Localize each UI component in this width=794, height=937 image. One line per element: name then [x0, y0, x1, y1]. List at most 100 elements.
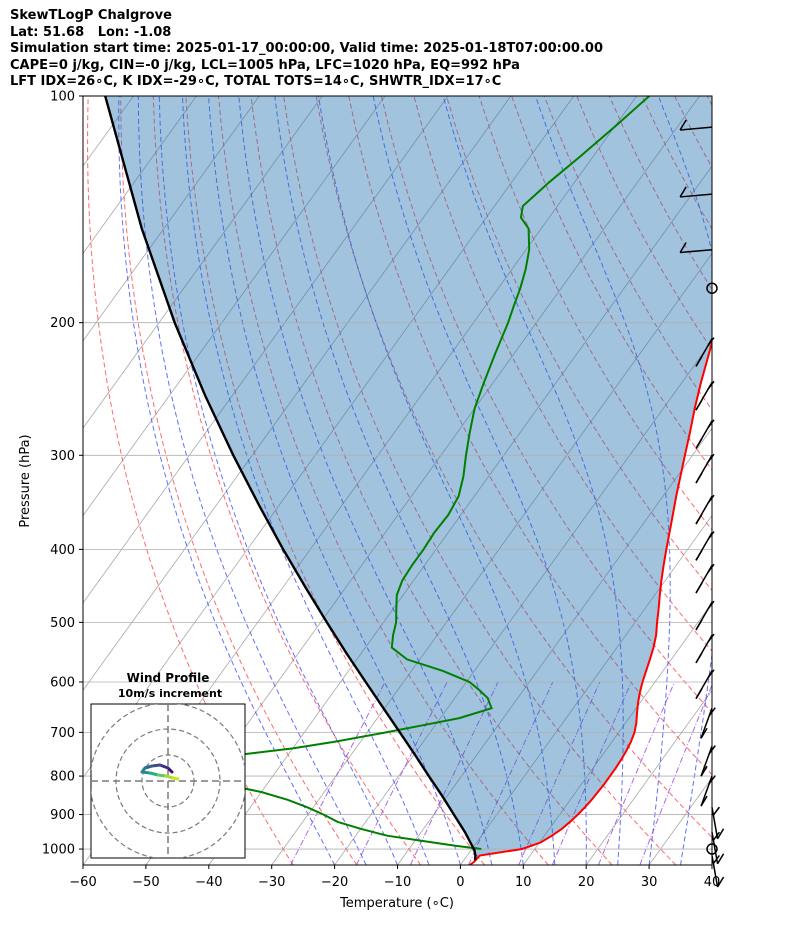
wind-barb-flag [679, 119, 687, 131]
isotherm-line [83, 96, 512, 691]
moist-adiabat-line [137, 96, 367, 865]
wind-barb [695, 669, 715, 699]
profiles [104, 96, 712, 865]
hodograph-inset: Wind Profile 10m/s increment [90, 671, 246, 859]
dry-adiabat-line [315, 96, 712, 839]
wind-barb-flag [707, 419, 715, 429]
y-tick-label: 1000 [42, 843, 75, 858]
wind-barb [695, 419, 715, 449]
wind-barb-staff [680, 193, 713, 198]
wind-barb-flag [707, 669, 715, 679]
wind-barb-flag [695, 513, 703, 525]
isotherm-line [83, 96, 386, 517]
header-line-times: Simulation start time: 2025-01-17_00:00:… [10, 41, 603, 57]
wind-barb-flag [708, 775, 716, 785]
wind-barb-flag [708, 745, 716, 755]
dry-adiabat-line [87, 96, 294, 865]
wind-barb-flag [707, 633, 715, 643]
isotherm-line [0, 96, 8, 865]
wind-barb [695, 453, 715, 484]
moist-adiabat-line [158, 96, 398, 865]
wind-barb [700, 775, 716, 807]
wind-barb-calm [706, 282, 718, 294]
mixing-ratio-line [639, 683, 712, 865]
wind-barb [695, 633, 715, 664]
wind-barb [700, 707, 716, 739]
wind-barb-flag [707, 563, 715, 573]
hodograph-trace [171, 776, 180, 781]
x-tick-label: −60 [69, 875, 96, 890]
mixing-ratio-line [551, 681, 632, 865]
wind-barb-flag [695, 549, 703, 561]
moist-adiabat-line [372, 96, 587, 865]
wind-barb-staff [700, 745, 713, 777]
header-line-station: SkewTLogP Chalgrove [10, 8, 172, 23]
wind-barb-flag [695, 688, 703, 699]
wind-barbs [679, 119, 725, 888]
mixing-ratio-line [290, 681, 386, 865]
reference-lines [0, 96, 794, 865]
x-tick-label: −40 [195, 875, 222, 890]
dry-adiabat-line [120, 96, 358, 865]
wind-barb-flag [716, 876, 725, 888]
isotherm-line [83, 96, 260, 342]
wind-barb-flag [695, 472, 703, 484]
dry-adiabat-line [478, 96, 712, 531]
wind-barb-staff [680, 248, 713, 254]
y-tick-label: 400 [50, 543, 75, 558]
moist-adiabat-line [442, 96, 624, 865]
moist-adiabat-line [318, 96, 556, 865]
header-line-cape: CAPE=0 j/kg, CIN=-0 j/kg, LCL=1005 hPa, … [10, 57, 520, 73]
wind-barb-staff [711, 855, 719, 888]
isotherm-line [522, 602, 712, 865]
isotherm-line [460, 514, 712, 865]
dry-adiabat-line [185, 96, 485, 865]
cape-cin-area [105, 96, 712, 861]
y-tick-label: 500 [50, 616, 75, 631]
x-tick-label: −10 [384, 875, 411, 890]
wind-barb-flag [679, 242, 687, 253]
hodograph-subtitle: 10m/s increment [118, 687, 222, 700]
dry-adiabat-line [740, 96, 794, 865]
wind-barb-flag [695, 619, 703, 631]
isotherm-line [334, 340, 712, 865]
dry-adiabat-line [380, 96, 712, 714]
moist-adiabat-line [182, 96, 430, 865]
dry-adiabat-line [511, 96, 712, 471]
isotherm-line [83, 96, 449, 604]
temperature-line [469, 338, 712, 865]
wind-barb-flag [700, 795, 708, 807]
wind-barb-flag [707, 380, 715, 390]
x-tick-label: −50 [132, 875, 159, 890]
dry-adiabat-line [250, 96, 613, 865]
wind-barb-staff [711, 807, 719, 839]
wind-barb [679, 119, 713, 131]
moist-adiabat-line [238, 96, 493, 865]
dry-adiabat-line [348, 96, 712, 776]
wind-barb [695, 380, 715, 411]
wind-barb-flag [695, 355, 703, 367]
wind-barb-flag [695, 438, 703, 449]
mixing-ratio-line [468, 681, 554, 865]
wind-barb-flag [700, 727, 708, 739]
x-tick-label: 30 [641, 875, 658, 890]
wind-barb-staff [700, 775, 713, 807]
wind-barb-flag [712, 854, 720, 864]
wind-barb-staff [680, 126, 713, 131]
x-tick-label: −30 [258, 875, 285, 890]
wind-barb [711, 854, 725, 888]
wind-barb-staff [700, 707, 713, 739]
x-tick-label: −20 [321, 875, 348, 890]
isotherm-line [208, 165, 712, 865]
dry-adiabat-line [218, 96, 549, 865]
wind-barb [695, 600, 715, 631]
mixing-ratio-line [355, 681, 448, 865]
isotherm-line [83, 96, 323, 429]
wind-barb-flag [700, 765, 708, 777]
wind-barb-flag [712, 831, 720, 841]
wind-barb [695, 563, 715, 594]
dry-adiabat-line [706, 96, 712, 107]
wind-barb [695, 531, 715, 561]
parcel-line [104, 96, 477, 861]
